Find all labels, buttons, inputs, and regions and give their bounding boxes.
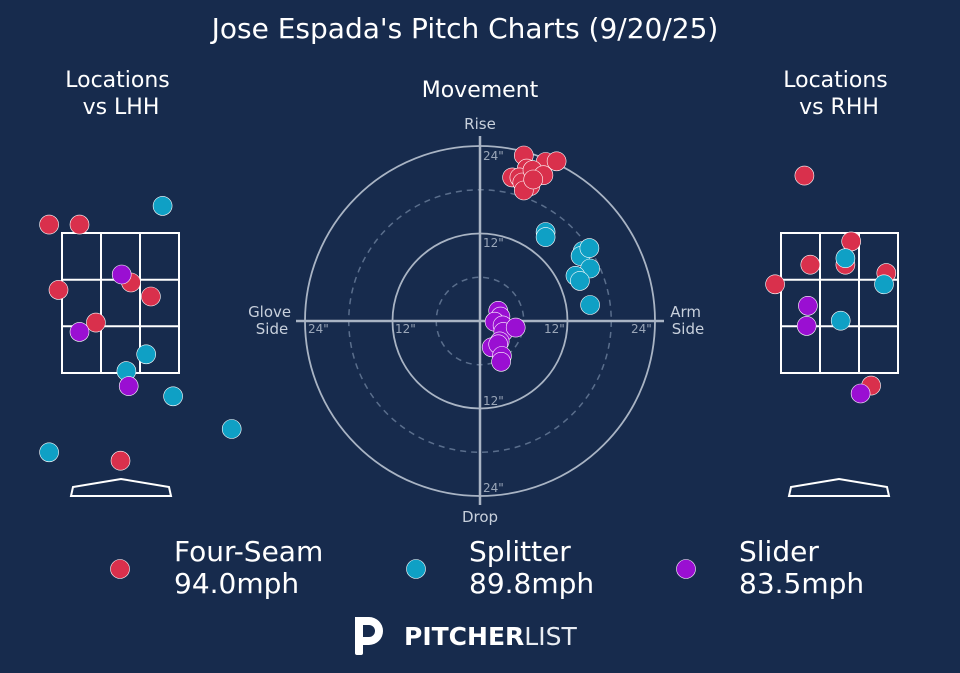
legend-speed-splitter: 89.8mph: [469, 567, 594, 600]
lhh-slider-point-3: [118, 376, 139, 396]
legend-speed-slider: 83.5mph: [739, 567, 864, 600]
axis-word-drop: Drop: [462, 508, 498, 526]
lhh-four-seam-point-2: [69, 214, 90, 235]
rhh-splitter-point-3: [830, 310, 851, 331]
lhh-home-plate: [69, 477, 173, 497]
lhh-four-seam-point-1: [39, 214, 59, 235]
rhh-pitch-points: [765, 165, 897, 404]
legend-name-slider: Slider: [739, 535, 819, 568]
movement-title: Movement: [422, 78, 539, 103]
movement-panel: Movement Rise Drop Glove Side Arm Side 2…: [248, 78, 706, 526]
legend-name-four-seam: Four-Seam: [174, 535, 323, 568]
pitcherlist-logo: PITCHERLIST: [355, 617, 577, 655]
rhh-slider-point-3: [850, 383, 871, 404]
rhh-title: Locations vs RHH: [783, 68, 895, 120]
glove-side-line-2: Side: [256, 320, 288, 338]
rhh-four-seam-point-3: [800, 254, 821, 275]
movement-four-seam-point-12: [523, 169, 544, 190]
rhh-panel: Locations vs RHH: [765, 68, 899, 497]
rhh-title-line-1: Locations: [783, 68, 888, 93]
lhh-panel: Locations vs LHH: [39, 68, 242, 497]
legend-speed-four-seam: 94.0mph: [174, 567, 299, 600]
movement-splitter-point-9: [580, 295, 600, 315]
rhh-four-seam-point-2: [841, 231, 862, 252]
rhh-slider-point-2: [796, 316, 817, 336]
glove-side-line-1: Glove: [248, 303, 291, 321]
movement-slider-point-11: [491, 351, 511, 372]
rhh-splitter-point-1: [835, 248, 856, 269]
brand-light: LIST: [524, 622, 577, 651]
lhh-splitter-point-1: [152, 196, 173, 216]
lhh-four-seam-point-4: [141, 286, 161, 307]
rhh-slider-point-1: [798, 295, 818, 316]
rhh-four-seam-point-6: [765, 274, 785, 295]
legend-label-slider: Slider 83.5mph: [739, 535, 864, 600]
arm-side-line-2: Side: [672, 320, 704, 338]
lhh-splitter-point-6: [39, 442, 59, 463]
rhh-four-seam-point-1: [794, 165, 815, 186]
tick-label-right-12: 12": [544, 322, 565, 336]
lhh-splitter-point-2: [136, 344, 156, 365]
legend-label-splitter: Splitter 89.8mph: [469, 535, 594, 600]
axis-word-glove-side: Glove Side: [248, 303, 296, 338]
tick-label-bottom-12: 12": [483, 394, 504, 408]
movement-four-seam-point-10: [546, 151, 567, 172]
tick-label-bottom-24: 24": [483, 481, 504, 495]
lhh-four-seam-point-6: [86, 312, 106, 333]
brand-bold: PITCHER: [404, 622, 524, 651]
legend-marker-four-seam: [110, 559, 130, 579]
movement-splitter-point-2: [535, 227, 556, 247]
lhh-slider-point-2: [69, 322, 90, 342]
legend: Four-Seam 94.0mph Splitter 89.8mph Slide…: [110, 535, 864, 600]
arm-side-line-1: Arm: [670, 303, 701, 321]
lhh-splitter-point-5: [221, 419, 242, 439]
movement-splitter-point-6: [579, 238, 600, 258]
lhh-slider-point-1: [111, 264, 132, 285]
tick-label-top-24: 24": [483, 149, 504, 163]
movement-splitter-point-8: [570, 271, 590, 291]
movement-pitch-points: [481, 145, 600, 372]
legend-label-four-seam: Four-Seam 94.0mph: [174, 535, 332, 600]
tick-label-top-12: 12": [483, 236, 504, 250]
figure-title: Jose Espada's Pitch Charts (9/20/25): [210, 12, 719, 45]
lhh-title: Locations vs LHH: [65, 68, 177, 120]
tick-label-right-24: 24": [631, 322, 652, 336]
rhh-splitter-point-2: [874, 274, 894, 295]
rhh-home-plate: [787, 477, 891, 497]
axis-word-rise: Rise: [464, 115, 496, 133]
lhh-four-seam-point-7: [110, 450, 131, 471]
tick-label-left-12: 12": [395, 322, 416, 336]
lhh-splitter-point-4: [163, 386, 183, 407]
pitcherlist-p-icon: [355, 617, 383, 655]
legend-name-splitter: Splitter: [469, 535, 571, 568]
axis-word-arm-side: Arm Side: [670, 303, 706, 338]
legend-marker-splitter: [406, 559, 426, 579]
lhh-four-seam-point-5: [48, 280, 69, 300]
lhh-pitch-points: [39, 196, 242, 471]
legend-marker-slider: [676, 559, 696, 579]
movement-slider-point-6: [505, 317, 526, 338]
tick-label-left-24: 24": [308, 322, 329, 336]
lhh-title-line-1: Locations: [65, 68, 170, 93]
brand-wordmark: PITCHERLIST: [404, 622, 577, 651]
rhh-title-line-2: vs RHH: [799, 95, 879, 120]
lhh-title-line-2: vs LHH: [83, 95, 160, 120]
lhh-strike-zone: [61, 232, 180, 374]
